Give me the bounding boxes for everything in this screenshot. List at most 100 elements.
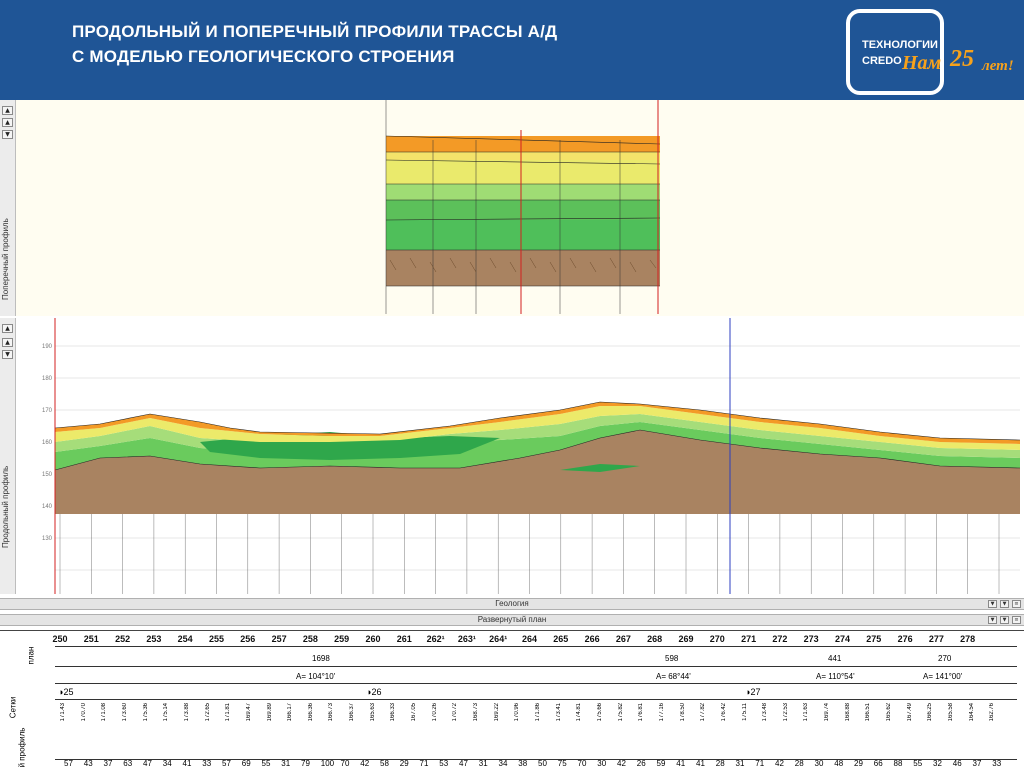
distance-value: 53 xyxy=(439,759,449,768)
distance-value: 70 xyxy=(340,759,350,768)
elevation-tick-label: 150 xyxy=(42,472,53,478)
grid-line xyxy=(55,666,1017,667)
profile-grid: план Сетки й профиль 1698 598 441 270 А=… xyxy=(0,630,1024,768)
elevation-tick-label: 170 xyxy=(42,408,53,414)
distance-value: 70 xyxy=(577,759,587,768)
elevation-value: 171.86 xyxy=(535,703,541,722)
picket-label: 259 xyxy=(334,634,350,644)
elevation-value: 173.41 xyxy=(555,703,562,722)
distance-value: 71 xyxy=(419,759,429,768)
distance-value: 37 xyxy=(972,759,982,768)
picket-label: 255 xyxy=(208,634,225,644)
distance-value: 42 xyxy=(360,759,370,768)
elevation-value: 165.58 xyxy=(948,703,955,722)
plan-segment-length: 1698 xyxy=(312,654,330,663)
plan-panel-bar[interactable]: Развернутый план ▼ ▼ ≡ xyxy=(0,614,1024,626)
plan-options-button[interactable]: ≡ xyxy=(1012,616,1021,624)
geology-panel-label: Геология xyxy=(495,599,529,608)
elevation-value: 170.70 xyxy=(80,703,87,722)
picket-label: 260 xyxy=(365,634,381,644)
distance-value: 41 xyxy=(676,759,686,768)
elevation-value: 169.74 xyxy=(824,703,831,722)
plan-collapse-button[interactable]: ▼ xyxy=(988,616,997,624)
distance-value: 50 xyxy=(538,759,547,768)
picket-label: 254 xyxy=(177,634,193,644)
plan-segment-length: 598 xyxy=(665,654,679,663)
distance-value: 30 xyxy=(597,759,607,768)
scroll-down-button[interactable]: ▼ xyxy=(2,130,13,139)
distance-value: 47 xyxy=(459,759,468,768)
geology-panel-bar[interactable]: Геология ▼ ▼ ≡ xyxy=(0,598,1024,610)
distance-value: 28 xyxy=(715,759,725,768)
elevation-value: 166.36 xyxy=(307,703,314,722)
elevation-value: 175.14 xyxy=(163,703,170,722)
picket-label: 278 xyxy=(960,634,976,644)
picket-label: 269 xyxy=(678,634,694,644)
elevation-value: 177.82 xyxy=(700,703,707,722)
logo-text-nam: Нам xyxy=(902,52,942,74)
plan-angle: А= 141°00' xyxy=(923,672,963,681)
plan-segment-length: 441 xyxy=(828,654,842,663)
grid-line xyxy=(55,646,1017,647)
geology-options-button[interactable]: ≡ xyxy=(1012,600,1021,608)
plan-expand-button[interactable]: ▼ xyxy=(1000,616,1009,624)
distance-value: 41 xyxy=(696,759,705,768)
elevation-value: 166.33 xyxy=(390,703,397,722)
elevation-tick-label: 160 xyxy=(42,440,53,446)
grid-line xyxy=(55,683,1017,684)
picket-label: 264¹ xyxy=(489,634,508,644)
elevation-value: 173.88 xyxy=(183,703,190,722)
distance-value: 26 xyxy=(636,759,646,768)
profile-row-label: й профиль xyxy=(17,727,27,768)
distance-value: 32 xyxy=(933,759,942,768)
distance-value: 59 xyxy=(656,759,666,768)
picket-label: 266 xyxy=(584,634,600,644)
picket-label: 253 xyxy=(146,634,162,644)
scroll-up-button[interactable]: ▲ xyxy=(2,118,13,127)
profile-collapse-button[interactable]: ▲ xyxy=(2,324,13,333)
curve-number: 26 xyxy=(371,687,382,697)
elevation-value: 175.36 xyxy=(142,703,149,722)
elevation-value: 177.16 xyxy=(658,703,665,722)
plan-panel-label: Развернутый план xyxy=(477,615,547,624)
grid-line xyxy=(55,759,1017,760)
elevation-value: 175.66 xyxy=(596,703,603,722)
distance-value: 71 xyxy=(755,759,765,768)
cross-section-sidebar: ▲ ▲ ▼ Поперечный профиль xyxy=(0,100,16,316)
long-profile-sidebar: ▲ ▲ ▼ Продольный профиль xyxy=(0,318,16,594)
cross-section-pane: ▲ ▲ ▼ Поперечный профиль xyxy=(0,100,1024,316)
elevation-value: 166.73 xyxy=(328,703,335,722)
credo-logo: ТЕХНОЛОГИИ CREDO Нам 25 лет! xyxy=(838,6,1024,98)
plan-angle: А= 110°54' xyxy=(816,672,855,681)
sections-row-label: Сетки xyxy=(8,696,18,719)
grid-line xyxy=(55,699,1017,700)
slide-title-line1: ПРОДОЛЬНЫЙ И ПОПЕРЕЧНЫЙ ПРОФИЛИ ТРАССЫ А… xyxy=(72,22,558,41)
geology-expand-button[interactable]: ▼ xyxy=(1000,600,1009,608)
elevation-value: 166.51 xyxy=(865,703,872,722)
slide-header: ПРОДОЛЬНЫЙ И ПОПЕРЕЧНЫЙ ПРОФИЛИ ТРАССЫ А… xyxy=(0,0,1024,100)
geology-collapse-button[interactable]: ▼ xyxy=(988,600,997,608)
elevation-value: 176.81 xyxy=(638,703,645,722)
distance-value: 46 xyxy=(952,759,962,768)
elevation-value: 165.62 xyxy=(886,703,893,722)
distance-value: 63 xyxy=(123,759,133,768)
profile-scroll-down-button[interactable]: ▼ xyxy=(2,350,13,359)
distance-value: 55 xyxy=(261,759,271,768)
distance-value: 88 xyxy=(893,759,903,768)
curve-number: 25 xyxy=(63,687,74,697)
distance-value: 31 xyxy=(281,759,291,768)
picket-label: 261 xyxy=(396,634,412,644)
picket-label: 250 xyxy=(52,634,68,644)
distance-value: 43 xyxy=(83,759,93,768)
profile-scroll-up-button[interactable]: ▲ xyxy=(2,338,13,347)
collapse-up-button[interactable]: ▲ xyxy=(2,106,13,115)
long-profile-pane: ▲ ▲ ▼ Продольный профиль 190 180 170 16 xyxy=(0,318,1024,594)
elevation-value: 165.63 xyxy=(369,703,376,722)
elevation-value: 162.76 xyxy=(989,703,996,722)
elevation-value: 164.54 xyxy=(968,703,975,722)
elevation-value: 170.26 xyxy=(431,703,438,722)
elevation-value: 167.49 xyxy=(906,703,913,722)
elevation-value: 167.05 xyxy=(411,703,418,722)
picket-label: 277 xyxy=(928,634,944,644)
picket-label: 271 xyxy=(741,634,757,644)
